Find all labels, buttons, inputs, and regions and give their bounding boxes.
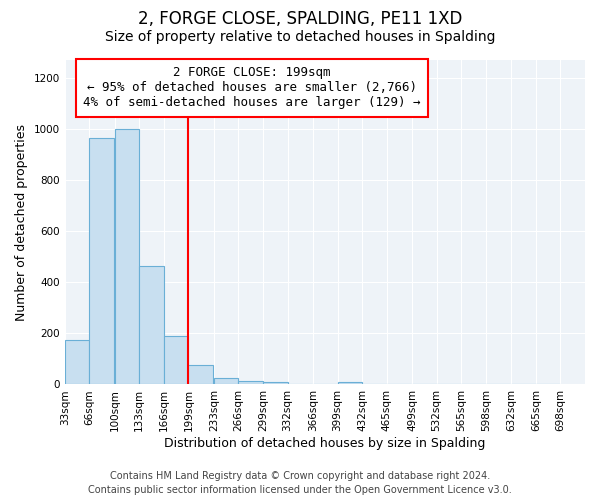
Bar <box>65 340 89 384</box>
Bar <box>164 336 188 384</box>
Bar <box>263 382 287 384</box>
Bar <box>89 138 114 384</box>
Bar <box>338 382 362 384</box>
Bar <box>214 378 238 384</box>
X-axis label: Distribution of detached houses by size in Spalding: Distribution of detached houses by size … <box>164 437 485 450</box>
Bar <box>238 380 263 384</box>
Text: 2 FORGE CLOSE: 199sqm
← 95% of detached houses are smaller (2,766)
4% of semi-de: 2 FORGE CLOSE: 199sqm ← 95% of detached … <box>83 66 421 110</box>
Bar <box>115 129 139 384</box>
Text: Contains HM Land Registry data © Crown copyright and database right 2024.
Contai: Contains HM Land Registry data © Crown c… <box>88 471 512 495</box>
Bar <box>188 366 213 384</box>
Y-axis label: Number of detached properties: Number of detached properties <box>15 124 28 320</box>
Text: 2, FORGE CLOSE, SPALDING, PE11 1XD: 2, FORGE CLOSE, SPALDING, PE11 1XD <box>138 10 462 28</box>
Bar <box>139 266 164 384</box>
Text: Size of property relative to detached houses in Spalding: Size of property relative to detached ho… <box>105 30 495 44</box>
